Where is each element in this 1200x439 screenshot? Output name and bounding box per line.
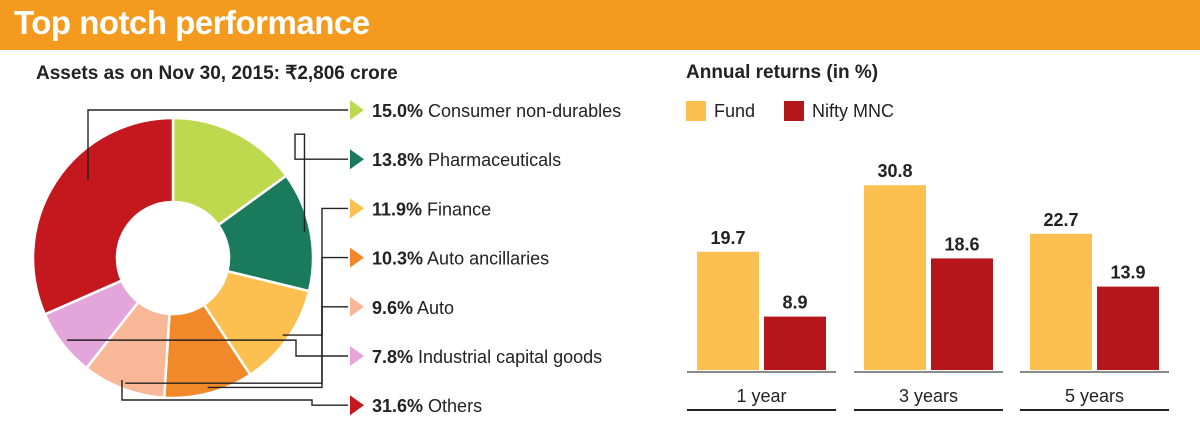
slice-label-finance: 11.9% Finance: [372, 199, 491, 219]
arrow-marker-industrial-capital-goods: [350, 346, 364, 366]
leader-line-others: [121, 380, 348, 406]
slice-label-auto-ancillaries: 10.3% Auto ancillaries: [372, 249, 549, 269]
legend-swatch-nifty-mnc: [784, 101, 804, 121]
bar-nifty-mnc-1-year: [764, 316, 826, 370]
legend-label-fund: Fund: [714, 101, 756, 121]
value-label-nifty-mnc-3-years: 18.6: [944, 234, 979, 254]
bar-chart-title: Annual returns (in %): [686, 62, 879, 83]
donut-slice-consumer-non-durables: [171, 116, 289, 227]
arrow-marker-finance: [350, 198, 364, 219]
legend-label-nifty-mnc: Nifty MNC: [812, 101, 894, 121]
arrow-marker-others: [350, 395, 364, 416]
value-label-fund-1-year: 19.7: [710, 228, 745, 248]
donut-slice-others: [31, 116, 175, 317]
bar-fund-5-years: [1030, 233, 1092, 370]
page-title: Top notch performance: [14, 4, 370, 41]
leader-line-pharmaceuticals: [294, 133, 348, 233]
value-label-nifty-mnc-1-year: 8.9: [782, 293, 807, 313]
arrow-marker-auto-ancillaries: [350, 247, 364, 268]
bar-chart: 19.7 8.9 1 year 30.8 18.6 3 years 22.7 13.9 5 ye…: [687, 161, 1169, 411]
category-label-3-years: 3 years: [899, 386, 958, 406]
value-label-fund-5-years: 22.7: [1043, 210, 1078, 230]
bar-nifty-mnc-3-years: [931, 258, 993, 370]
title-banner: Top notch performance: [0, 0, 1200, 50]
category-label-1-year: 1 year: [736, 386, 786, 406]
donut-slice-pharmaceuticals: [216, 173, 315, 293]
arrow-marker-pharmaceuticals: [350, 149, 364, 170]
donut-chart: 15.0% Consumer non-durables 13.8% Pharmac…: [31, 100, 621, 416]
legend-swatch-fund: [686, 101, 706, 121]
bar-nifty-mnc-5-years: [1097, 286, 1159, 370]
bar-fund-3-years: [864, 185, 926, 370]
category-label-5-years: 5 years: [1065, 386, 1124, 406]
leader-line-consumer-non-durables: [87, 109, 348, 180]
donut-chart-title: Assets as on Nov 30, 2015: ₹2,806 crore: [36, 63, 398, 84]
slice-label-others: 31.6% Others: [372, 396, 482, 416]
arrow-marker-consumer-non-durables: [350, 100, 364, 120]
value-label-fund-3-years: 30.8: [877, 161, 912, 181]
value-label-nifty-mnc-5-years: 13.9: [1110, 263, 1145, 283]
bar-fund-1-year: [697, 251, 759, 370]
slice-label-industrial-capital-goods: 7.8% Industrial capital goods: [372, 347, 602, 367]
slice-label-pharmaceuticals: 13.8% Pharmaceuticals: [372, 150, 561, 170]
slice-label-consumer-non-durables: 15.0% Consumer non-durables: [372, 101, 621, 121]
slice-label-auto: 9.6% Auto: [372, 298, 454, 318]
leader-line-auto: [125, 306, 348, 384]
arrow-marker-auto: [350, 296, 364, 317]
leader-line-industrial-capital-goods: [67, 339, 348, 357]
